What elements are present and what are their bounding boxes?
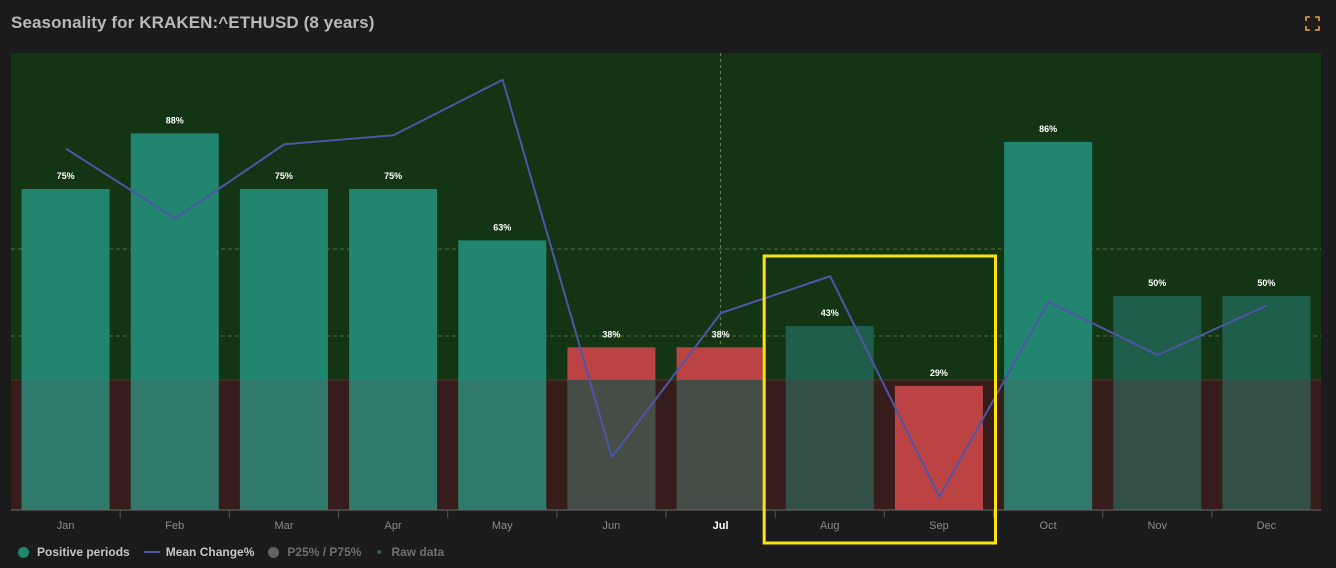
bar-upper bbox=[676, 347, 765, 380]
legend-label: Positive periods bbox=[37, 545, 130, 559]
bar-upper bbox=[785, 325, 874, 380]
bar-value-label: 88% bbox=[166, 115, 184, 125]
bar-jan[interactable] bbox=[21, 189, 110, 510]
legend-marker-dot bbox=[18, 546, 29, 558]
bar-lower-tint bbox=[458, 380, 547, 510]
legend-label: Raw data bbox=[391, 545, 445, 559]
bar-value-label: 75% bbox=[57, 171, 75, 181]
bar-value-label: 86% bbox=[1039, 124, 1057, 134]
x-tick-label-mar: Mar bbox=[274, 520, 293, 532]
bar-upper bbox=[458, 240, 547, 380]
bar-aug[interactable] bbox=[785, 325, 874, 510]
x-tick-label-apr: Apr bbox=[385, 520, 402, 532]
x-tick-label-nov: Nov bbox=[1147, 520, 1167, 532]
bar-upper bbox=[1004, 141, 1093, 380]
bar-upper bbox=[239, 189, 328, 380]
legend-marker-small-dot bbox=[377, 550, 382, 554]
bar-mar[interactable] bbox=[239, 189, 328, 510]
bar-lower-tint bbox=[1113, 380, 1202, 510]
x-tick-label-dec: Dec bbox=[1257, 520, 1277, 532]
legend-raw-data[interactable]: Raw data bbox=[375, 545, 444, 559]
legend-label: P25% / P75% bbox=[287, 545, 362, 559]
bar-lower-tint bbox=[785, 380, 874, 510]
legend-percentiles[interactable]: P25% / P75% bbox=[268, 545, 361, 559]
bar-lower-tint bbox=[1222, 380, 1311, 510]
bar-apr[interactable] bbox=[349, 189, 438, 510]
bar-lower-tint bbox=[239, 380, 328, 510]
legend-marker-dot bbox=[268, 546, 280, 558]
bar-body bbox=[894, 385, 983, 510]
bar-may[interactable] bbox=[458, 240, 547, 510]
bar-value-label: 38% bbox=[602, 329, 620, 339]
bar-dec[interactable] bbox=[1222, 296, 1311, 510]
legend: Positive periods Mean Change% P25% / P75… bbox=[18, 545, 458, 559]
bar-value-label: 43% bbox=[821, 308, 839, 318]
x-tick-label-may: May bbox=[492, 520, 513, 532]
legend-mean-change[interactable]: Mean Change% bbox=[143, 545, 255, 559]
bar-lower-tint bbox=[567, 380, 656, 510]
positive-zone bbox=[11, 53, 1321, 380]
bar-jun[interactable] bbox=[567, 347, 656, 510]
bar-value-label: 75% bbox=[384, 171, 402, 181]
x-tick-label-sep: Sep bbox=[929, 520, 949, 532]
bar-upper bbox=[130, 133, 219, 380]
bar-lower-tint bbox=[130, 380, 219, 510]
bar-value-label: 50% bbox=[1148, 278, 1166, 288]
x-tick-label-oct: Oct bbox=[1040, 520, 1057, 532]
bar-feb[interactable] bbox=[130, 133, 219, 510]
bar-upper bbox=[349, 189, 438, 380]
bar-nov[interactable] bbox=[1113, 296, 1202, 510]
highlight-box bbox=[762, 254, 998, 545]
expand-icon[interactable] bbox=[1305, 16, 1320, 31]
bar-jul[interactable] bbox=[676, 347, 765, 510]
bar-lower-tint bbox=[1004, 380, 1093, 510]
bar-lower-tint bbox=[676, 380, 765, 510]
negative-zone bbox=[11, 380, 1321, 510]
bar-lower-tint bbox=[349, 380, 438, 510]
bar-upper bbox=[1113, 296, 1202, 380]
x-tick-label-jun: Jun bbox=[603, 520, 621, 532]
mean-change-line[interactable] bbox=[65, 78, 1268, 498]
chart-title: Seasonality for KRAKEN:^ETHUSD (8 years) bbox=[11, 13, 375, 32]
legend-positive-periods[interactable]: Positive periods bbox=[18, 545, 130, 559]
legend-marker-line bbox=[143, 551, 160, 553]
bar-oct[interactable] bbox=[1004, 141, 1093, 510]
bar-value-label: 38% bbox=[712, 329, 730, 339]
bar-lower-tint bbox=[21, 380, 110, 510]
bar-value-label: 63% bbox=[493, 222, 511, 232]
bar-upper bbox=[21, 189, 110, 380]
bar-upper bbox=[1222, 296, 1311, 380]
x-tick-label-jul: Jul bbox=[713, 520, 729, 532]
x-tick-label-jan: Jan bbox=[57, 520, 75, 532]
x-tick-label-feb: Feb bbox=[165, 520, 184, 532]
legend-label: Mean Change% bbox=[165, 545, 255, 559]
bar-sep[interactable] bbox=[894, 385, 983, 510]
bar-value-label: 50% bbox=[1257, 278, 1275, 288]
bar-value-label: 29% bbox=[930, 368, 948, 378]
x-tick-label-aug: Aug bbox=[820, 520, 840, 532]
bar-value-label: 75% bbox=[275, 171, 293, 181]
